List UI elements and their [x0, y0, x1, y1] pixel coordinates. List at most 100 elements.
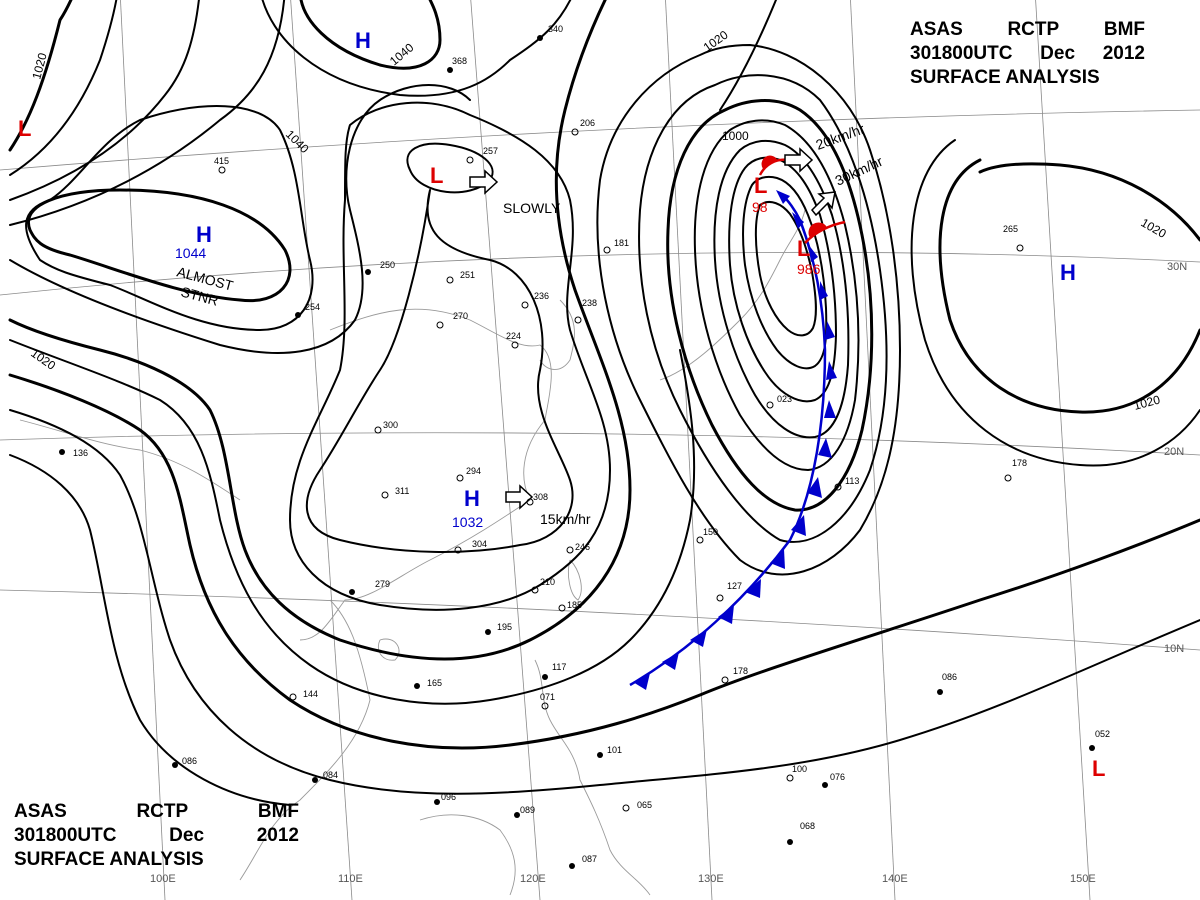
isobar	[8, 373, 1200, 750]
isobar	[306, 189, 574, 553]
header-line3: SURFACE ANALYSIS	[14, 849, 204, 870]
isobar	[406, 142, 494, 194]
station-plot: 206	[571, 118, 595, 136]
header-year: 2012	[1102, 43, 1145, 64]
lat-label: 20N	[1164, 446, 1184, 458]
cold-front	[629, 190, 837, 690]
station-value: 238	[582, 298, 597, 308]
station-plot: 294	[456, 466, 481, 482]
station-value: 340	[548, 24, 563, 34]
station-value: 086	[942, 672, 957, 682]
parallel-30n	[0, 251, 1200, 296]
station-value: 224	[506, 331, 521, 341]
station-value: 089	[520, 805, 535, 815]
coast-indochina	[239, 599, 371, 881]
station-value: 100	[792, 764, 807, 774]
station-value: 368	[452, 56, 467, 66]
station-plot: 086	[172, 756, 197, 768]
parallel-40n	[0, 109, 1200, 171]
station-plot: 257	[466, 146, 498, 164]
isobar-label: 1020	[1132, 392, 1162, 413]
header-line3: SURFACE ANALYSIS	[910, 67, 1100, 88]
isobar	[8, 0, 632, 661]
station-value: 304	[472, 539, 487, 549]
meridian-140e	[850, 0, 896, 900]
low-center-letter: L	[1092, 756, 1105, 781]
motion-label-slowly: SLOWLY	[503, 200, 561, 216]
motion-arrow	[469, 169, 499, 195]
header-line1: ASAS RCTP BMF	[14, 800, 299, 824]
header-code: BMF	[257, 801, 299, 822]
coast-borneo	[419, 814, 516, 896]
isobar	[27, 188, 292, 303]
station-plot: 127	[716, 581, 742, 602]
low-center-letter: L	[797, 236, 810, 261]
station-plot: 068	[787, 821, 815, 845]
header-time: 301800UTC	[910, 43, 1013, 64]
isobar	[8, 0, 73, 152]
station-value: 195	[497, 622, 512, 632]
station-value: 257	[483, 146, 498, 156]
meridian-100e	[120, 0, 166, 900]
isobar	[719, 0, 778, 111]
station-value: 113	[845, 476, 859, 486]
station-value: 178	[733, 666, 748, 676]
station-value: 101	[607, 745, 622, 755]
station-value: 236	[534, 291, 549, 301]
station-plot: 236	[521, 291, 549, 309]
header-line2: 301800UTC Dec 2012	[910, 42, 1145, 66]
station-plot: 087	[569, 854, 597, 869]
station-value: 415	[214, 156, 229, 166]
motion-arrow	[505, 484, 534, 510]
isobar-label: 1000	[722, 129, 749, 143]
station-plot: 251	[446, 270, 475, 284]
station-value: 251	[460, 270, 475, 280]
station-plot: 270	[436, 311, 468, 329]
station-plot: 144	[289, 689, 318, 701]
station-plot: 071	[540, 692, 555, 710]
motion-arrows	[469, 147, 836, 510]
isobar	[9, 84, 471, 354]
station-value: 117	[552, 662, 566, 672]
station-value: 311	[395, 486, 409, 496]
isobar	[754, 201, 817, 337]
coast-china	[299, 308, 552, 641]
station-value: 270	[453, 311, 468, 321]
station-plot: 224	[506, 331, 521, 349]
isobar	[910, 139, 1200, 467]
station-value: 065	[637, 800, 652, 810]
isobar	[9, 339, 696, 705]
cold-front-triangles	[633, 190, 837, 690]
motion-label-15kmhr: 15km/hr	[540, 511, 591, 527]
station-plot: 304	[454, 539, 487, 554]
isobar	[742, 175, 828, 370]
station-value: 265	[1003, 224, 1018, 234]
high-center-letter: H	[355, 28, 371, 53]
station-plot: 100	[786, 764, 807, 782]
station-plot: 246	[566, 542, 590, 554]
station-plot: 178	[1004, 458, 1027, 482]
station-plot: 415	[214, 156, 229, 174]
station-plot: 238	[574, 298, 597, 324]
isobar	[938, 158, 1200, 414]
station-plot: 023	[766, 394, 792, 409]
station-plot: 084	[312, 770, 338, 783]
header-month: Dec	[1040, 43, 1076, 64]
station-value: 181	[614, 238, 629, 248]
header-station: RCTP	[136, 801, 189, 822]
header-station: RCTP	[1007, 19, 1060, 40]
station-plot: 300	[374, 420, 398, 434]
station-plot: 185	[558, 600, 582, 612]
station-value: 144	[303, 689, 318, 699]
station-plot: 136	[59, 448, 88, 458]
station-plot: 311	[381, 486, 409, 499]
station-value: 076	[830, 772, 845, 782]
coast-japan	[659, 209, 806, 381]
lon-label: 130E	[698, 873, 724, 885]
station-value: 071	[540, 692, 555, 702]
lon-label: 100E	[150, 873, 176, 885]
pressure-centers: H 1044 H H 1032 H L L L 98 L 986 L	[18, 28, 1105, 781]
station-value: 279	[375, 579, 390, 589]
station-plot: 178	[721, 666, 748, 684]
station-value: 068	[800, 821, 815, 831]
